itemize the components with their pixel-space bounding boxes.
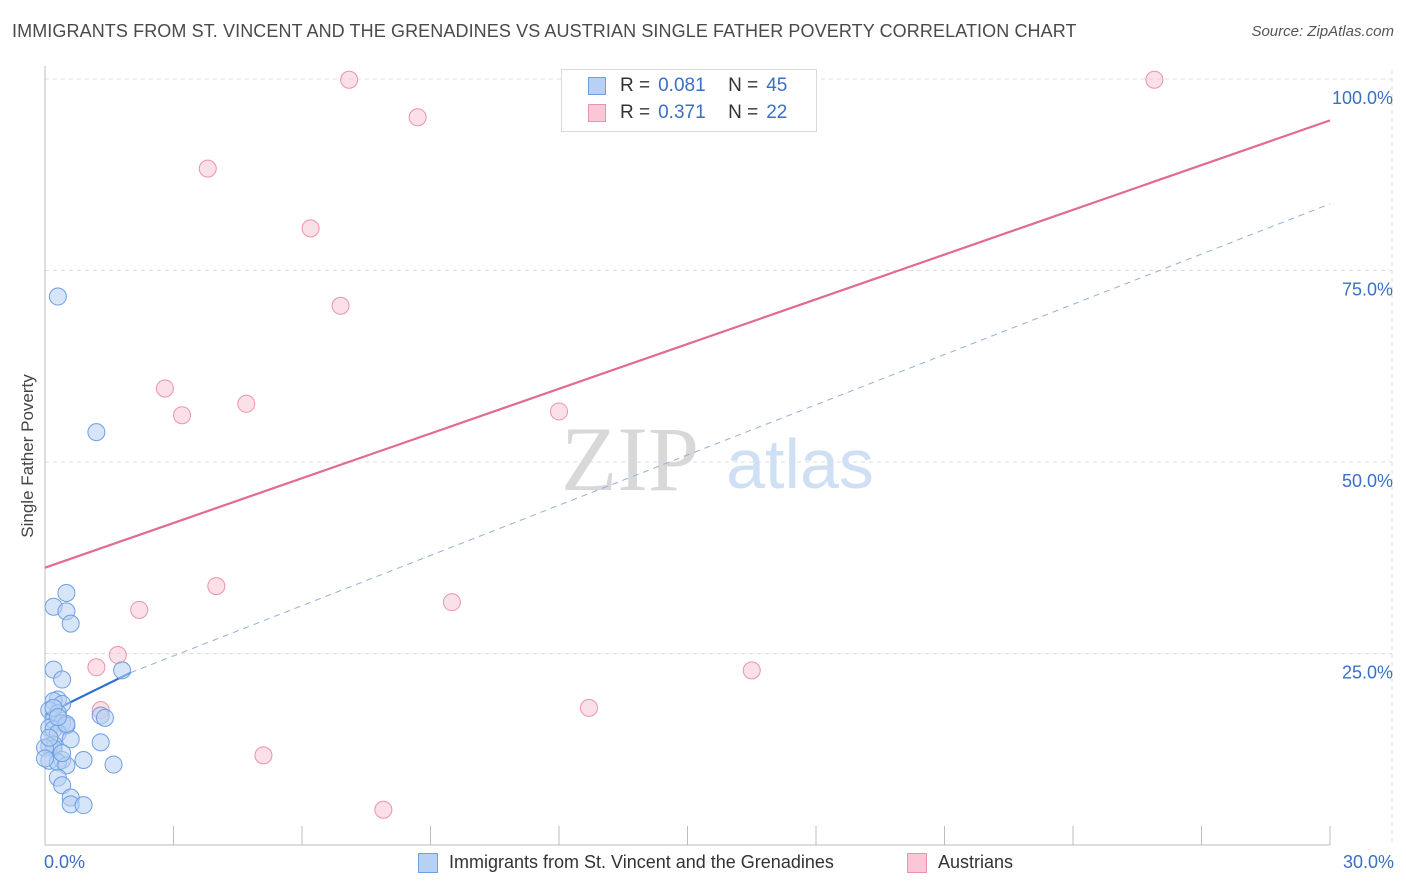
legend-n-label: N =: [728, 75, 759, 96]
series-legend-item-blue: Immigrants from St. Vincent and the Gren…: [418, 852, 834, 873]
point-st-vincent: [36, 749, 54, 768]
point-st-vincent: [87, 423, 106, 442]
point-st-vincent: [74, 796, 93, 815]
legend-n-label: N =: [728, 102, 759, 123]
point-st-vincent: [74, 750, 93, 769]
point-austrians: [155, 379, 174, 398]
y-tick-label: 25.0%: [1342, 663, 1393, 683]
source-credit: Source: ZipAtlas.com: [1251, 23, 1394, 40]
point-austrians: [207, 577, 226, 596]
point-austrians: [130, 600, 149, 619]
series-legend-label-pink: Austrians: [938, 852, 1014, 872]
legend-r-label: R =: [620, 75, 651, 96]
point-austrians: [1145, 70, 1164, 89]
point-austrians: [331, 296, 350, 315]
legend-r-value: 0.371: [658, 102, 706, 123]
point-st-vincent: [57, 583, 76, 602]
point-st-vincent: [61, 614, 80, 633]
legend-n-value: 22: [766, 102, 788, 123]
series-legend-label-blue: Immigrants from St. Vincent and the Gren…: [449, 852, 834, 872]
legend-row-pink: R = 0.371 N = 22: [588, 102, 787, 124]
trendline-austrians: [44, 119, 1331, 569]
y-tick-label: 50.0%: [1342, 471, 1393, 491]
point-austrians: [340, 70, 359, 89]
x-tick-label-max: 30.0%: [1342, 852, 1394, 872]
trendline-blue-extended: [130, 203, 1331, 674]
point-austrians: [550, 402, 568, 421]
point-austrians: [742, 661, 761, 680]
legend-n-value: 45: [766, 75, 788, 96]
points-layer: [36, 70, 1164, 819]
point-austrians: [237, 394, 256, 413]
point-st-vincent: [91, 733, 110, 752]
point-austrians: [408, 108, 427, 127]
legend-swatch-pink: [588, 104, 606, 122]
watermark: ZIP atlas: [561, 408, 874, 510]
point-st-vincent: [40, 728, 59, 747]
legend-swatch-blue: [588, 77, 606, 95]
point-austrians: [254, 746, 273, 765]
legend-row-blue: R = 0.081 N = 45: [588, 75, 787, 97]
point-austrians: [173, 406, 192, 425]
point-austrians: [374, 800, 393, 819]
point-st-vincent: [53, 744, 72, 763]
y-tick-labels: 25.0% 50.0% 75.0% 100.0%: [1332, 88, 1393, 683]
series-swatch-blue: [418, 852, 438, 873]
point-austrians: [579, 698, 598, 717]
point-st-vincent: [104, 755, 123, 774]
point-austrians: [301, 219, 320, 238]
point-st-vincent: [53, 670, 72, 689]
legend-r-value: 0.081: [658, 75, 706, 96]
point-austrians: [108, 646, 127, 665]
series-swatch-pink: [907, 852, 927, 873]
x-tick-label-min: 0.0%: [44, 852, 86, 872]
legend-r-label: R =: [620, 102, 651, 123]
grid-layer: [45, 70, 1393, 845]
point-st-vincent: [48, 708, 67, 727]
stats-legend: R = 0.081 N = 45 R = 0.371 N = 22: [561, 69, 817, 132]
point-st-vincent: [95, 708, 114, 727]
y-tick-label: 75.0%: [1342, 280, 1393, 300]
y-tick-label: 100.0%: [1332, 88, 1393, 108]
series-legend: Immigrants from St. Vincent and the Gren…: [0, 852, 1406, 876]
watermark-atlas: atlas: [726, 425, 874, 503]
point-st-vincent: [53, 776, 72, 795]
point-st-vincent: [113, 661, 132, 680]
point-austrians: [87, 658, 106, 677]
point-st-vincent: [48, 287, 67, 306]
point-austrians: [442, 593, 461, 612]
series-legend-item-pink: Austrians: [907, 852, 1013, 873]
point-austrians: [198, 159, 217, 178]
chart-title: IMMIGRANTS FROM ST. VINCENT AND THE GREN…: [12, 21, 1077, 41]
